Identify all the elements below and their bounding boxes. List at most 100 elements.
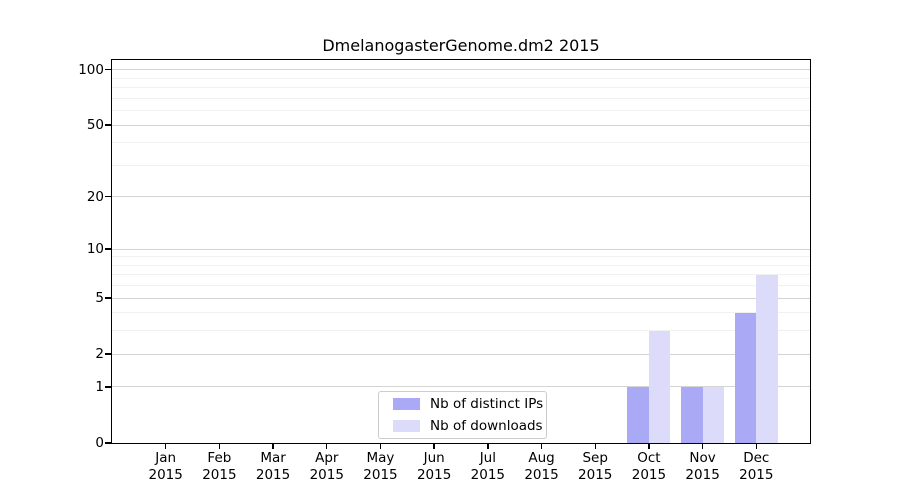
x-tick-month: Feb	[207, 450, 232, 466]
axis-spine-top	[111, 59, 811, 61]
axis-spine-bottom	[111, 443, 811, 445]
y-tick-mark	[105, 69, 111, 71]
gridline-minor	[112, 142, 810, 144]
x-tick-year: 2015	[578, 466, 613, 483]
gridline-minor	[112, 256, 810, 258]
x-tick-label: Aug 2015	[514, 450, 570, 483]
x-tick-year: 2015	[685, 466, 720, 483]
gridline-minor	[112, 274, 810, 276]
gridline-minor	[112, 87, 810, 89]
x-tick-year: 2015	[524, 466, 559, 483]
legend-item: Nb of downloads	[393, 417, 546, 435]
y-tick-mark	[105, 442, 111, 444]
x-tick-mark	[487, 444, 489, 450]
x-tick-year: 2015	[148, 466, 183, 483]
x-tick-label: Jun 2015	[406, 450, 462, 483]
gridline-minor	[112, 264, 810, 266]
x-tick-mark	[594, 444, 596, 450]
gridline-minor	[112, 312, 810, 314]
x-tick-year: 2015	[631, 466, 667, 483]
x-tick-year: 2015	[416, 466, 452, 483]
legend-item: Nb of distinct IPs	[393, 395, 546, 413]
x-tick-month: Nov	[689, 450, 716, 466]
gridline-minor	[112, 77, 810, 79]
x-tick-month: Sep	[582, 450, 608, 466]
gridline-minor	[112, 330, 810, 332]
legend-swatch-downloads	[393, 419, 420, 432]
legend-swatch-distinct-ips	[393, 398, 420, 411]
x-tick-label: Feb 2015	[191, 450, 247, 483]
x-tick-label: May 2015	[352, 450, 408, 483]
x-tick-label: Nov 2015	[675, 450, 731, 483]
x-tick-year: 2015	[739, 466, 774, 483]
x-tick-mark	[433, 444, 435, 450]
x-tick-month: Dec	[743, 450, 770, 466]
x-tick-mark	[164, 444, 167, 450]
y-tick-mark	[105, 353, 111, 355]
x-tick-label: Jan 2015	[138, 450, 194, 483]
gridline-major	[112, 69, 810, 71]
legend-label: Nb of downloads	[430, 417, 543, 434]
x-tick-year: 2015	[470, 466, 506, 483]
y-tick-label: 1	[95, 378, 104, 395]
y-tick-mark	[105, 196, 111, 198]
y-tick-mark	[105, 386, 111, 388]
gridline-major	[112, 196, 810, 198]
y-tick-label: 50	[86, 117, 104, 134]
bar-downloads-oct	[648, 330, 671, 443]
gridline-minor	[112, 164, 810, 166]
gridline-major	[112, 297, 810, 299]
gridline-major	[112, 248, 810, 250]
legend: Nb of distinct IPs Nb of downloads	[378, 391, 547, 439]
x-tick-label: Dec 2015	[728, 450, 784, 483]
x-tick-year: 2015	[255, 466, 291, 483]
y-tick-label: 10	[86, 241, 104, 258]
x-tick-mark	[648, 444, 650, 450]
bar-downloads-dec	[756, 274, 778, 443]
x-tick-year: 2015	[309, 466, 344, 483]
x-tick-month: Apr	[315, 450, 339, 466]
gridline-minor	[112, 285, 810, 287]
x-tick-mark	[540, 444, 543, 450]
chart-title: DmelanogasterGenome.dm2 2015	[322, 36, 600, 55]
legend-label: Nb of distinct IPs	[430, 396, 544, 413]
x-tick-month: Mar	[260, 450, 286, 466]
y-tick-mark	[105, 248, 111, 250]
x-tick-month: Jun	[423, 450, 445, 466]
y-tick-mark	[105, 124, 111, 126]
y-tick-mark	[105, 297, 111, 299]
x-tick-label: Sep 2015	[567, 450, 623, 483]
gridline-minor	[112, 110, 810, 112]
bar-downloads-nov	[702, 386, 725, 443]
x-tick-mark	[272, 444, 274, 450]
axis-spine-right	[810, 59, 812, 444]
bar-distinct-ips-oct	[627, 386, 649, 443]
y-tick-label: 0	[95, 435, 104, 451]
gridline-major	[112, 386, 810, 388]
x-tick-month: Aug	[528, 450, 555, 466]
x-tick-month: Oct	[637, 450, 661, 466]
x-tick-mark	[379, 444, 382, 450]
x-tick-year: 2015	[202, 466, 237, 483]
bar-distinct-ips-nov	[681, 386, 703, 443]
y-tick-label: 20	[86, 188, 104, 205]
gridline-major	[112, 124, 810, 126]
y-tick-label: 2	[95, 346, 104, 363]
x-tick-month: Jul	[479, 450, 496, 466]
y-tick-label: 5	[95, 290, 104, 307]
x-tick-mark	[755, 444, 757, 450]
axis-spine-left	[110, 59, 112, 444]
x-tick-mark	[218, 444, 221, 450]
x-tick-label: Oct 2015	[621, 450, 677, 483]
x-tick-mark	[701, 444, 704, 450]
bar-distinct-ips-dec	[734, 312, 757, 443]
x-tick-label: Apr 2015	[299, 450, 355, 483]
x-tick-label: Jul 2015	[460, 450, 516, 483]
gridline-major	[112, 353, 810, 355]
y-tick-label: 100	[78, 61, 104, 78]
gridline-minor	[112, 97, 810, 99]
x-tick-month: May	[366, 450, 395, 466]
x-tick-year: 2015	[363, 466, 398, 483]
x-tick-mark	[326, 444, 328, 450]
